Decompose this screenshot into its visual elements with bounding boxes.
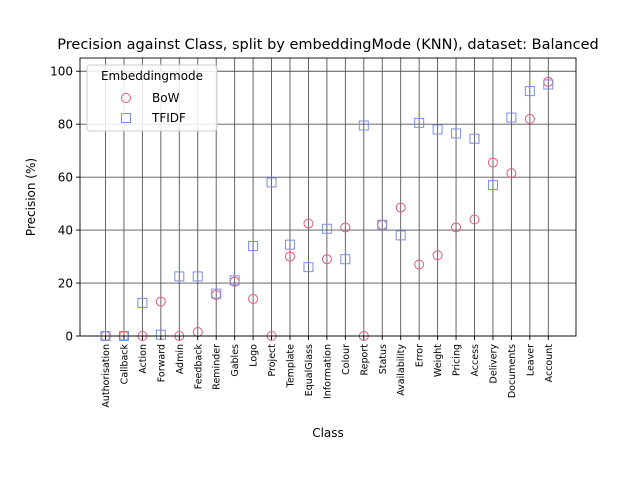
data-point-tfidf (451, 128, 462, 139)
plot-frame (79, 57, 577, 337)
x-tick-label: Information (322, 344, 333, 399)
data-point-bow (303, 218, 314, 229)
data-point-tfidf (303, 262, 314, 273)
data-point-bow (248, 293, 259, 304)
x-tick-label: Project (267, 344, 278, 377)
legend-title: Embeddingmode (101, 69, 203, 83)
y-tick-label: 80 (58, 118, 73, 132)
y-axis-ticks: 0 20 40 60 80 100 (50, 65, 80, 344)
x-tick-label: Documents (507, 344, 518, 398)
data-point-tfidf (192, 271, 203, 282)
chart-title: Precision against Class, split by embedd… (57, 37, 598, 53)
data-point-tfidf (395, 230, 406, 241)
data-point-tfidf (211, 288, 222, 299)
x-tick-label: Availability (396, 344, 407, 396)
y-tick-label: 60 (58, 171, 73, 185)
y-tick-label: 0 (65, 330, 73, 344)
x-tick-label: Delivery (488, 344, 499, 384)
data-point-bow (285, 251, 295, 262)
y-axis-label: Precision (%) (24, 158, 38, 236)
data-point-bow (155, 296, 166, 307)
x-tick-label: Account (544, 344, 555, 383)
x-tick-label: Gables (230, 344, 241, 377)
data-point-tfidf (266, 177, 277, 188)
data-point-bow (414, 259, 425, 270)
x-axis-label: Class (312, 426, 344, 440)
x-tick-label: Template (286, 344, 297, 389)
data-point-tfidf (321, 223, 332, 234)
legend-box (86, 64, 218, 132)
data-point-bow (321, 254, 332, 265)
data-point-tfidf (432, 124, 443, 135)
legend: Embeddingmode BoW TFIDF (86, 64, 218, 132)
data-point-tfidf (174, 271, 185, 282)
x-tick-label: Weight (433, 344, 444, 377)
y-tick-label: 40 (58, 224, 73, 238)
data-point-bow (487, 157, 498, 168)
data-point-bow (506, 168, 517, 179)
data-point-bow (395, 202, 406, 213)
data-point-bow (432, 250, 443, 261)
x-tick-label: Callback (119, 344, 130, 385)
data-point-bow (451, 222, 462, 233)
data-point-tfidf (248, 240, 259, 251)
data-point-tfidf (469, 133, 480, 144)
legend-marker-bow (121, 93, 131, 103)
x-tick-label: Report (359, 344, 370, 376)
x-tick-label: Error (415, 344, 426, 367)
x-tick-label: Leaver (525, 344, 536, 376)
data-point-tfidf (229, 275, 240, 286)
data-point-tfidf (377, 219, 388, 230)
data-point-tfidf (340, 254, 351, 265)
x-tick-label: Authorisation (101, 344, 112, 408)
x-tick-label: Reminder (212, 344, 223, 390)
data-point-tfidf (506, 112, 517, 123)
x-tick-label: Feedback (193, 344, 204, 390)
data-point-bow (340, 222, 351, 233)
data-point-tfidf (285, 239, 295, 250)
x-tick-label: Admin (175, 344, 186, 374)
x-tick-label: EqualGlass (304, 344, 315, 396)
x-tick-label: Status (378, 344, 389, 374)
data-point-tfidf (137, 297, 148, 308)
x-tick-label: Action (138, 344, 149, 374)
data-point-tfidf (487, 180, 498, 191)
data-point-tfidf (414, 117, 425, 128)
x-tick-label: Access (470, 344, 481, 377)
legend-label-tfidf: TFIDF (151, 111, 186, 125)
x-tick-label: Logo (249, 344, 260, 367)
data-point-tfidf (358, 120, 369, 131)
x-tick-label: Pricing (452, 344, 463, 376)
x-tick-label: Colour (341, 344, 352, 375)
x-tick-label: Forward (156, 344, 167, 382)
legend-label-bow: BoW (152, 91, 180, 105)
data-point-tfidf (543, 79, 554, 90)
data-point-bow (524, 113, 535, 124)
data-point-bow (469, 214, 480, 225)
data-point-tfidf (524, 86, 535, 97)
x-axis-ticks: Authorisation Callback Action Forward Admin F… (101, 336, 555, 408)
y-tick-label: 20 (58, 277, 73, 291)
y-tick-label: 100 (50, 65, 73, 79)
legend-marker-tfidf (121, 113, 131, 123)
